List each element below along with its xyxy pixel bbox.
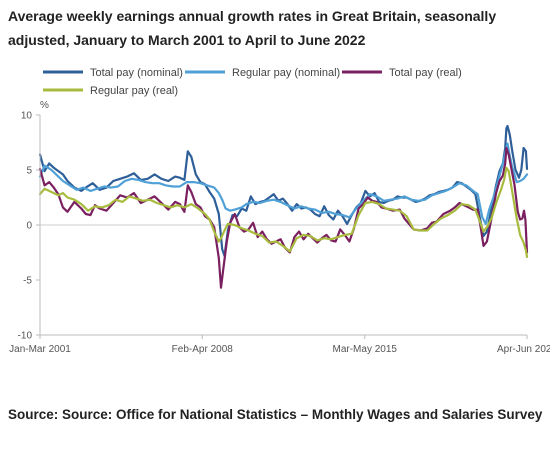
- legend-item-total-pay-real[interactable]: Total pay (real): [342, 67, 462, 79]
- y-ticks: 10 5 0 -5 -10: [18, 111, 527, 342]
- legend-label-regular-pay-nominal: Regular pay (nominal): [232, 67, 340, 79]
- x-tick-label: Mar-May 2015: [333, 344, 398, 355]
- legend: Total pay (nominal) Regular pay (nominal…: [43, 67, 462, 97]
- y-tick-label: 5: [26, 166, 32, 177]
- series-line-total-pay-real: [38, 146, 529, 289]
- x-ticks: Jan-Mar 2001 Feb-Apr 2008 Mar-May 2015 Apr-…: [9, 335, 550, 355]
- y-tick-label: -5: [23, 276, 32, 287]
- x-tick-label: Feb-Apr 2008: [172, 344, 234, 355]
- legend-item-regular-pay-real[interactable]: Regular pay (real): [43, 85, 178, 97]
- legend-item-total-pay-nominal[interactable]: Total pay (nominal): [43, 67, 183, 79]
- series-line-total-pay-nominal: [38, 124, 529, 257]
- y-axis-label: %: [40, 100, 49, 111]
- chart-title: Average weekly earnings annual growth ra…: [8, 8, 497, 48]
- series-line-regular-pay-nominal: [38, 142, 529, 225]
- legend-label-total-pay-real: Total pay (real): [389, 67, 462, 79]
- legend-item-regular-pay-nominal[interactable]: Regular pay (nominal): [185, 67, 340, 79]
- y-tick-label: 10: [21, 111, 33, 122]
- y-tick-label: -10: [18, 331, 33, 342]
- line-chart: Total pay (nominal) Regular pay (nominal…: [9, 67, 550, 355]
- legend-label-regular-pay-real: Regular pay (real): [90, 85, 178, 97]
- series-lines: [38, 124, 529, 289]
- x-tick-label: Apr-Jun 2022: [497, 344, 550, 355]
- series-line-regular-pay-real: [38, 166, 529, 258]
- y-tick-label: 0: [26, 221, 32, 232]
- source-note: Source: Source: Office for National Stat…: [8, 407, 543, 422]
- legend-label-total-pay-nominal: Total pay (nominal): [90, 67, 183, 79]
- x-tick-label: Jan-Mar 2001: [9, 344, 71, 355]
